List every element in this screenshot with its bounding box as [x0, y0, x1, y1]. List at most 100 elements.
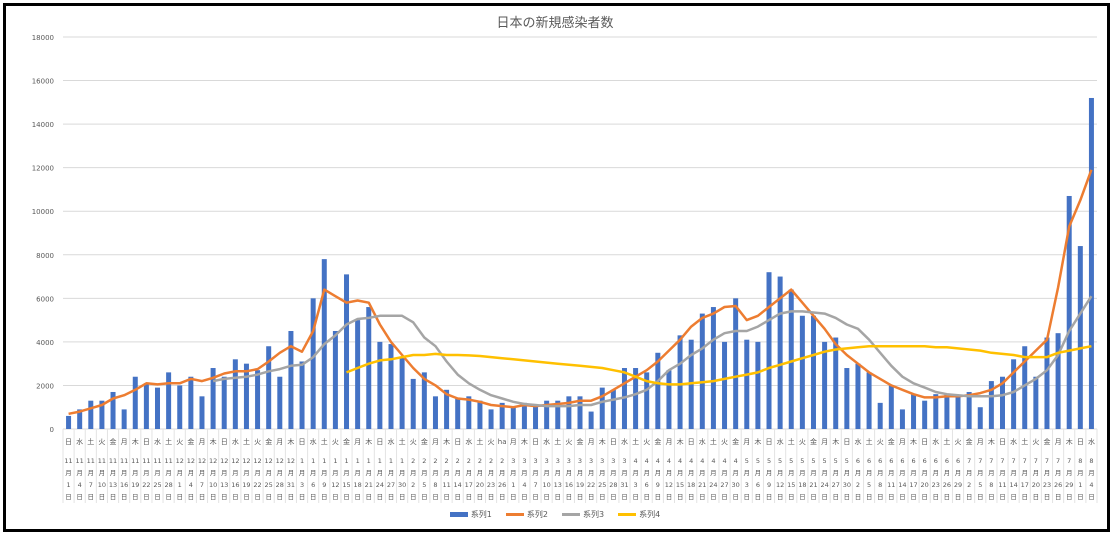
bar — [432, 396, 438, 429]
x-day-unit: 日 — [499, 493, 506, 501]
x-day-label: 6 — [756, 481, 760, 489]
x-weekday-label: 金 — [888, 437, 895, 446]
bar — [1088, 97, 1094, 429]
x-day-label: 19 — [131, 481, 139, 489]
bar — [266, 346, 272, 429]
bar — [733, 298, 739, 429]
x-weekday-label: 火 — [332, 438, 339, 446]
bar — [199, 396, 205, 429]
y-tick-label: 18000 — [32, 34, 54, 42]
x-month-label: 6 — [911, 457, 915, 465]
x-month-label: 4 — [700, 457, 704, 465]
x-day-unit: 日 — [999, 493, 1006, 501]
bar — [355, 320, 361, 429]
x-day-label: 14 — [454, 481, 462, 489]
x-day-unit: 日 — [366, 493, 373, 501]
x-month-unit: 月 — [277, 469, 284, 477]
x-month-unit: 月 — [510, 469, 517, 477]
x-day-label: 20 — [1032, 481, 1040, 489]
x-weekday-label: 木 — [599, 437, 606, 446]
x-day-label: 5 — [978, 481, 982, 489]
x-weekday-label: 金 — [654, 437, 661, 446]
x-month-label: 1 — [367, 457, 371, 465]
x-day-unit: 日 — [221, 493, 228, 501]
x-month-unit: 月 — [766, 469, 773, 477]
x-weekday-label: 金 — [343, 437, 350, 446]
x-weekday-label: 木 — [287, 437, 294, 446]
legend-swatch — [505, 513, 524, 516]
x-month-unit: 月 — [466, 469, 473, 477]
x-day-unit: 日 — [443, 493, 450, 501]
x-weekday-label: 土 — [632, 437, 639, 446]
x-weekday-label: 月 — [276, 438, 283, 446]
x-month-label: 6 — [867, 457, 871, 465]
bar — [1077, 246, 1083, 429]
y-tick-label: 8000 — [36, 252, 54, 260]
x-month-label: 2 — [433, 457, 437, 465]
x-day-label: 26 — [498, 481, 506, 489]
legend: 系列1 系列2 系列3 系列4 — [0, 509, 1110, 520]
x-month-label: 4 — [645, 457, 649, 465]
x-weekday-label: 水 — [310, 437, 317, 446]
x-month-unit: 月 — [188, 469, 195, 477]
x-day-unit: 日 — [832, 493, 839, 501]
bar — [944, 394, 950, 429]
x-month-label: 5 — [756, 457, 760, 465]
legend-swatch — [449, 512, 468, 517]
x-month-label: 1 — [400, 457, 404, 465]
x-weekday-label: 木 — [910, 437, 917, 446]
x-weekday-label: 月 — [743, 438, 750, 446]
bar — [77, 409, 83, 429]
x-month-label: 11 — [164, 457, 172, 465]
x-day-label: 23 — [1043, 481, 1051, 489]
bar — [488, 409, 494, 429]
x-day-label: 16 — [565, 481, 573, 489]
x-day-unit: 日 — [1055, 493, 1062, 501]
x-day-label: 12 — [776, 481, 784, 489]
x-month-label: 12 — [176, 457, 184, 465]
x-month-label: 2 — [456, 457, 460, 465]
x-day-unit: 日 — [332, 493, 339, 501]
x-day-unit: 日 — [566, 493, 573, 501]
bar — [88, 400, 94, 429]
x-day-label: 15 — [342, 481, 350, 489]
x-month-unit: 月 — [1088, 469, 1095, 477]
x-month-unit: 月 — [688, 469, 695, 477]
x-month-label: 6 — [923, 457, 927, 465]
x-day-label: 14 — [898, 481, 906, 489]
x-day-label: 4 — [1089, 481, 1093, 489]
x-month-label: 5 — [789, 457, 793, 465]
x-weekday-label: 土 — [165, 437, 172, 446]
bar — [610, 389, 616, 429]
bar — [810, 315, 816, 429]
x-weekday-label: 火 — [643, 438, 650, 446]
x-day-unit: 日 — [243, 493, 250, 501]
x-month-label: 6 — [856, 457, 860, 465]
bar — [332, 331, 338, 429]
x-weekday-label: 水 — [76, 437, 83, 446]
x-month-unit: 月 — [454, 469, 461, 477]
x-day-label: 6 — [311, 481, 315, 489]
x-month-unit: 月 — [488, 469, 495, 477]
x-weekday-label: 火 — [799, 438, 806, 446]
x-weekday-label: 木 — [132, 437, 139, 446]
x-month-label: 1 — [322, 457, 326, 465]
x-weekday-label: 木 — [210, 437, 217, 446]
x-month-label: 1 — [333, 457, 337, 465]
x-weekday-label: 土 — [243, 437, 250, 446]
x-day-label: 28 — [609, 481, 617, 489]
x-weekday-label: 金 — [110, 437, 117, 446]
x-day-unit: 日 — [521, 493, 528, 501]
x-day-unit: 日 — [410, 493, 417, 501]
x-weekday-label: 金 — [421, 437, 428, 446]
bar — [155, 387, 161, 429]
x-weekday-label: 木 — [1066, 437, 1073, 446]
x-day-unit: 日 — [766, 493, 773, 501]
x-month-unit: 月 — [621, 469, 628, 477]
bar — [677, 335, 683, 429]
x-month-unit: 月 — [755, 469, 762, 477]
x-month-unit: 月 — [332, 469, 339, 477]
x-month-label: 1 — [378, 457, 382, 465]
x-day-unit: 日 — [321, 493, 328, 501]
x-day-unit: 日 — [755, 493, 762, 501]
